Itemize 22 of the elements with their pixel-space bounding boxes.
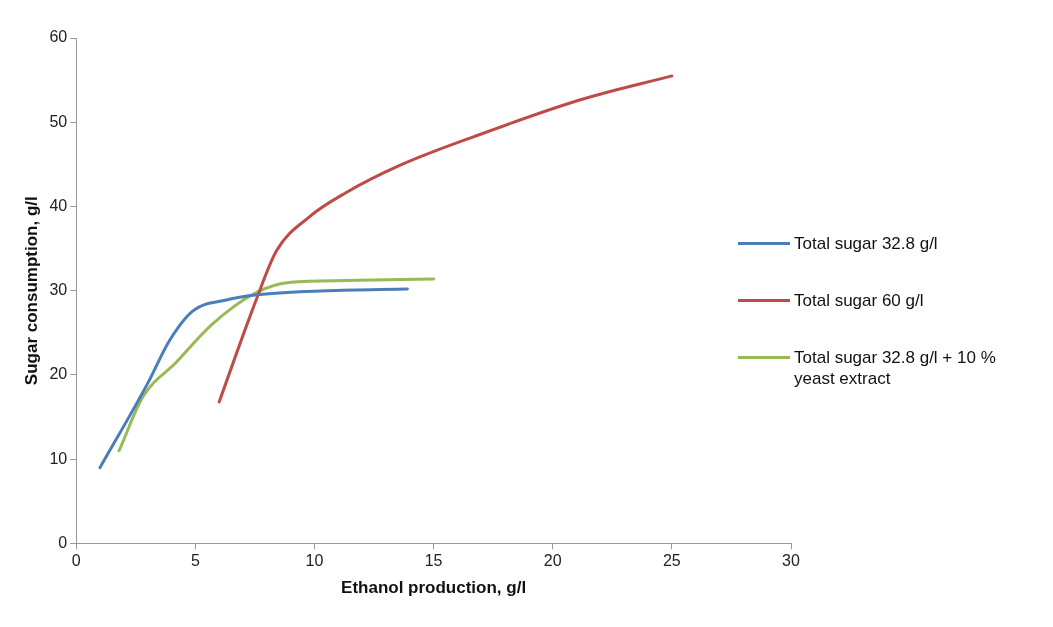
legend-label: Total sugar 32.8 g/l — [794, 233, 939, 254]
y-tick-label: 60 — [49, 28, 68, 46]
y-tick-label: 30 — [49, 281, 68, 299]
y-tick-label: 0 — [58, 533, 68, 551]
legend-label: Total sugar 60 g/l — [794, 290, 925, 311]
y-axis-title: Sugar consumption, g/l — [21, 196, 41, 386]
x-tick-label: 5 — [190, 552, 200, 570]
x-tick-label: 10 — [305, 552, 324, 570]
x-tick-label: 25 — [662, 552, 681, 570]
y-tick-label: 40 — [49, 196, 68, 214]
x-tick-label: 0 — [71, 552, 81, 570]
line-series — [98, 287, 409, 470]
x-axis-title: Ethanol production, g/l — [341, 578, 527, 598]
y-tick-label: 50 — [49, 112, 68, 130]
line-series — [117, 277, 436, 453]
x-tick-label: 30 — [782, 552, 800, 570]
y-tick-label: 20 — [49, 365, 68, 383]
line-series — [217, 74, 674, 404]
x-tick-label: 15 — [424, 552, 443, 570]
legend-label: Total sugar 32.8 g/l + 10 % yeast extract — [794, 347, 997, 389]
y-tick-label: 10 — [49, 449, 68, 467]
x-tick-label: 20 — [543, 552, 562, 570]
